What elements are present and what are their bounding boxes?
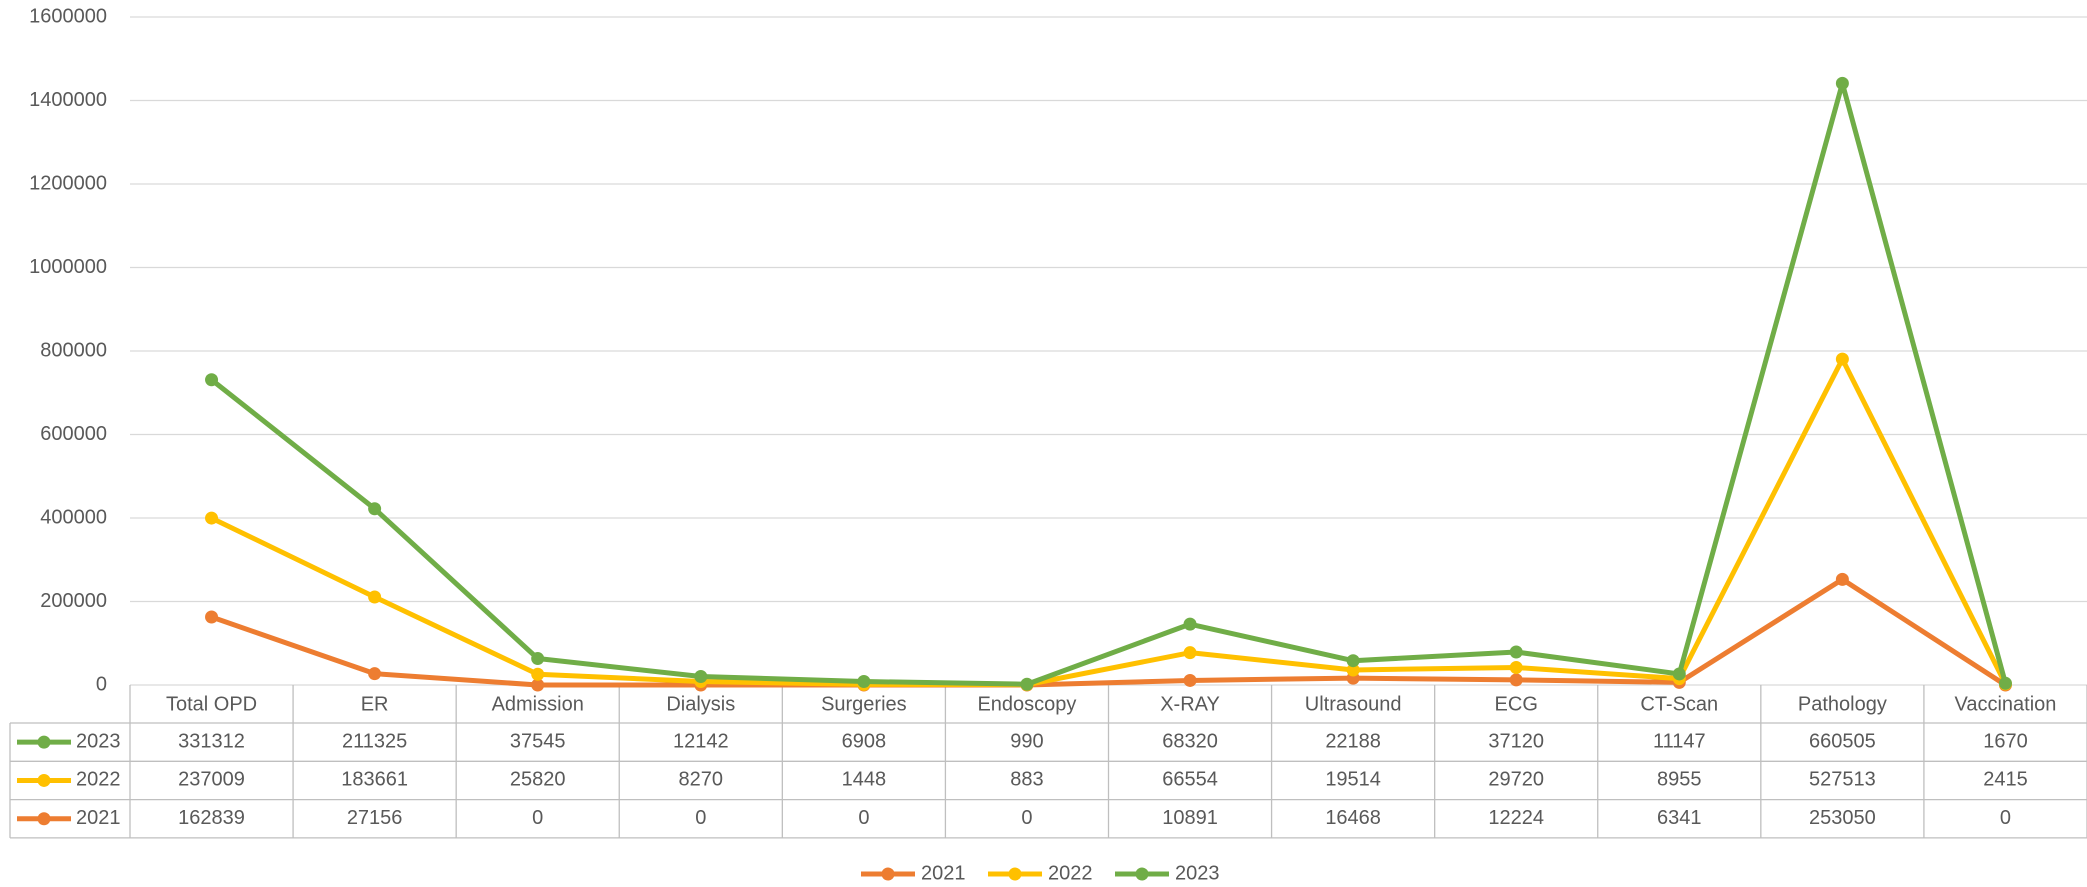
x-tick-label: Total OPD [166, 693, 257, 715]
legend-swatch [37, 735, 51, 749]
table-cell: 0 [2000, 807, 2011, 829]
table-cell: 8955 [1657, 769, 1702, 791]
legend-label: 2021 [921, 862, 966, 884]
y-tick-label: 1400000 [29, 89, 107, 111]
data-point [531, 678, 545, 692]
table-cell: 25820 [510, 769, 566, 791]
data-point [205, 373, 219, 387]
table-cell: 8270 [679, 769, 724, 791]
table-cell: 12142 [673, 730, 729, 752]
legend-swatch [1008, 867, 1022, 881]
data-point [1509, 673, 1523, 687]
data-point [531, 667, 545, 681]
y-tick-label: 1200000 [29, 172, 107, 194]
series-line [209, 80, 2008, 687]
data-point [1020, 677, 1034, 691]
table-cell: 22188 [1325, 730, 1381, 752]
legend-label: 2022 [1048, 862, 1093, 884]
x-tick-label: Endoscopy [977, 693, 1076, 715]
table-cell: 0 [532, 807, 543, 829]
x-tick-label: Admission [492, 693, 584, 715]
data-point [1509, 660, 1523, 674]
legend-swatch [881, 867, 895, 881]
data-point [1835, 76, 1849, 90]
table-cell: 37120 [1488, 730, 1544, 752]
legend-label: 2023 [1175, 862, 1220, 884]
y-tick-label: 600000 [40, 423, 107, 445]
table-series-name: 2021 [76, 807, 121, 829]
table-cell: 27156 [347, 807, 403, 829]
data-point [1835, 352, 1849, 366]
table-cell: 183661 [341, 769, 408, 791]
table-cell: 19514 [1325, 769, 1381, 791]
data-point [368, 502, 382, 516]
data-point [1183, 673, 1197, 687]
table-cell: 1670 [1983, 730, 2028, 752]
data-point [1672, 667, 1686, 681]
legend-swatch [37, 773, 51, 787]
data-point [205, 610, 219, 624]
x-tick-label: ECG [1495, 693, 1538, 715]
data-point [1183, 617, 1197, 631]
table-cell: 11147 [1653, 730, 1706, 752]
table-cell: 883 [1010, 769, 1043, 791]
table-cell: 162839 [178, 807, 245, 829]
x-tick-label: X-RAY [1160, 693, 1220, 715]
table-cell: 66554 [1162, 769, 1218, 791]
table-cell: 16468 [1325, 807, 1381, 829]
table-cell: 660505 [1809, 730, 1876, 752]
data-point [368, 667, 382, 681]
table-cell: 6341 [1657, 807, 1702, 829]
table-cell: 10891 [1162, 807, 1218, 829]
table-cell: 6908 [842, 730, 887, 752]
data-point [531, 652, 545, 666]
data-point [1835, 572, 1849, 586]
table-cell: 12224 [1488, 807, 1544, 829]
y-tick-label: 0 [96, 673, 107, 695]
x-tick-label: Vaccination [1954, 693, 2056, 715]
data-point [205, 511, 219, 525]
data-point [368, 590, 382, 604]
legend-swatch [1135, 867, 1149, 881]
table-cell: 0 [695, 807, 706, 829]
table-series-name: 2023 [76, 730, 121, 752]
y-tick-label: 1600000 [29, 5, 107, 27]
table-cell: 2415 [1983, 769, 2028, 791]
table-series-name: 2022 [76, 769, 121, 791]
table-cell: 253050 [1809, 807, 1876, 829]
x-tick-label: ER [361, 693, 389, 715]
x-tick-label: Pathology [1798, 693, 1887, 715]
data-point [857, 675, 871, 689]
x-tick-label: Ultrasound [1305, 693, 1402, 715]
table-cell: 990 [1010, 730, 1043, 752]
table-cell: 211325 [342, 730, 407, 752]
data-point [1346, 663, 1360, 677]
table-cell: 527513 [1809, 769, 1876, 791]
x-tick-label: Surgeries [821, 693, 907, 715]
data-point [1509, 645, 1523, 659]
table-cell: 0 [1021, 807, 1032, 829]
table-cell: 237009 [178, 769, 245, 791]
table-cell: 29720 [1488, 769, 1544, 791]
table-cell: 1448 [842, 769, 887, 791]
legend-swatch [37, 812, 51, 826]
table-cell: 37545 [510, 730, 566, 752]
y-tick-label: 400000 [40, 506, 107, 528]
y-tick-label: 1000000 [29, 256, 107, 278]
data-point [1346, 654, 1360, 668]
table-cell: 68320 [1162, 730, 1218, 752]
data-point [694, 669, 708, 683]
y-tick-label: 200000 [40, 590, 107, 612]
data-point [1183, 646, 1197, 660]
x-tick-label: Dialysis [666, 693, 735, 715]
series-line [210, 356, 2008, 688]
data-point [1998, 676, 2012, 690]
x-tick-label: CT-Scan [1640, 693, 1718, 715]
table-cell: 331312 [178, 730, 245, 752]
table-cell: 0 [858, 807, 869, 829]
series-line [210, 576, 2007, 688]
y-tick-label: 800000 [40, 339, 107, 361]
